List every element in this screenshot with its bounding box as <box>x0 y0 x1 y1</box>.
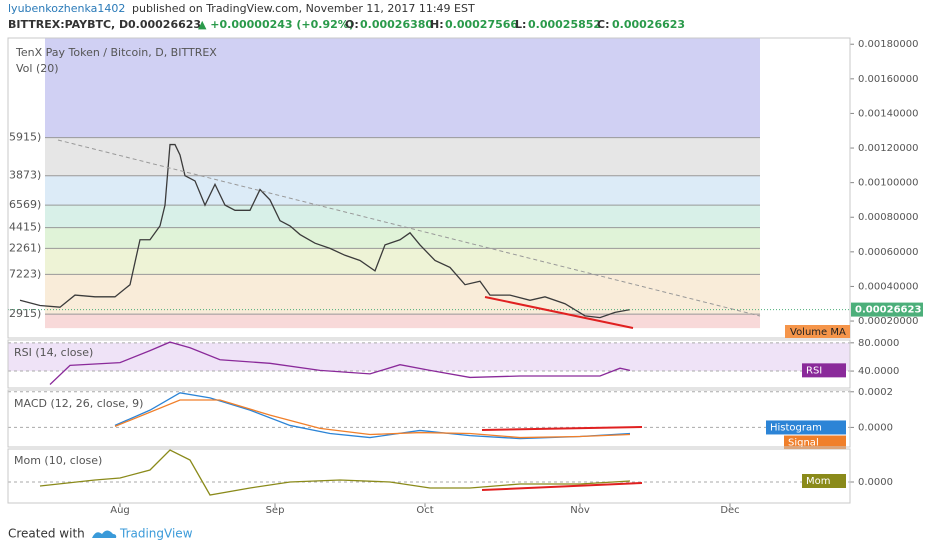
trend-line <box>481 426 643 431</box>
series-line <box>114 399 631 439</box>
fib-label: 3873) <box>9 169 41 182</box>
logo <box>92 530 117 538</box>
published: published on TradingView.com, November 1… <box>132 2 475 15</box>
fib-label: 2915) <box>9 307 41 320</box>
fib-band <box>45 248 760 275</box>
y-tick-label: 0.00160000 <box>858 74 918 85</box>
legend-badge <box>784 435 846 450</box>
y-tick-label: 0.00100000 <box>858 178 918 189</box>
high-label: H: <box>430 18 444 31</box>
main-pane-border <box>7 37 851 339</box>
series-line <box>19 143 631 319</box>
footer: Created with TradingView <box>8 527 193 541</box>
trend-line <box>481 482 643 491</box>
rsi-title: RSI (14, close) <box>14 346 93 359</box>
rsi-band <box>8 342 850 372</box>
fib-label: 6569) <box>9 198 41 211</box>
fib-band <box>45 38 760 138</box>
legend-badge <box>802 474 846 488</box>
change: ▲ +0.00000243 (+0.92%) <box>198 18 354 31</box>
y-tick-label: 0.0002 <box>858 387 893 398</box>
y-tick-label: 40.0000 <box>858 366 899 377</box>
fib-label: 5915) <box>9 131 41 144</box>
close-label: C: <box>597 18 609 31</box>
y-tick-label: 0.00080000 <box>858 212 918 223</box>
legend-entry: Mom <box>806 476 831 487</box>
legend-badge <box>802 363 846 378</box>
symbol-line: BITTREX:PAYBTC, D 0.00026623 ▲ +0.000002… <box>8 18 685 31</box>
series-line <box>114 392 631 440</box>
x-tick-label: Nov <box>570 505 590 516</box>
low: 0.00025852 <box>528 18 601 31</box>
fib-band <box>45 274 760 315</box>
fib-label: 7223) <box>9 267 41 280</box>
plots: 5915) 3873) 6569) 4415) 2261) 7223) 2915) 0.000… <box>8 38 923 516</box>
fib-band <box>45 175 760 206</box>
y-tick-label: 0.00180000 <box>858 39 918 50</box>
rsi-pane-border <box>7 339 851 389</box>
chart-title: TenX Pay Token / Bitcoin, D, BITTREX <box>15 46 217 59</box>
fib-band <box>45 137 760 176</box>
fib-label: 4415) <box>9 221 41 234</box>
frame <box>7 37 851 504</box>
y-tick-label: 0.00140000 <box>858 108 918 119</box>
legend-entry: Histogram <box>770 422 822 433</box>
author[interactable]: lyubenkozhenka1402 <box>8 2 125 15</box>
x-tick-label: Dec <box>720 505 739 516</box>
legend-entry: RSI <box>806 365 822 376</box>
created-with: Created with <box>8 527 85 541</box>
y-tick-label: 0.0000 <box>858 477 893 488</box>
fib-label: 2261) <box>9 241 41 254</box>
mom-title: Mom (10, close) <box>14 454 102 467</box>
last-price: 0.00026623 <box>855 305 921 316</box>
macd-title: MACD (12, 26, close, 9) <box>14 397 143 410</box>
price: 0.00026623 <box>128 18 201 31</box>
symbol: BITTREX:PAYBTC, D <box>8 18 128 31</box>
last-price-badge <box>851 302 923 317</box>
volume-label: Vol (20) <box>16 62 59 75</box>
x-tick-label: Aug <box>110 505 130 516</box>
fib-band <box>45 314 760 329</box>
legend-badge <box>766 420 846 435</box>
badge <box>785 325 850 338</box>
high: 0.00027566 <box>445 18 518 31</box>
y-tick-label: 0.00020000 <box>858 316 918 327</box>
fib-band <box>45 205 760 228</box>
y-tick-label: 80.0000 <box>858 338 899 349</box>
trend-line <box>484 296 634 329</box>
macd-pane-border <box>7 389 851 448</box>
open: 0.00026380 <box>360 18 433 31</box>
series-line <box>49 341 631 385</box>
x-tick-label: Sep <box>266 505 285 516</box>
open-label: O: <box>345 18 359 31</box>
legend-entry: Signal <box>788 438 819 449</box>
y-tick-label: 0.00040000 <box>858 281 918 292</box>
close: 0.00026623 <box>612 18 685 31</box>
y-tick-label: 0.00120000 <box>858 143 918 154</box>
y-tick-label: 0.0000 <box>858 422 893 433</box>
y-tick-label: 0.00060000 <box>858 247 918 258</box>
trend-line <box>57 139 761 317</box>
low-label: L: <box>515 18 526 31</box>
series-line <box>39 449 631 496</box>
brand[interactable]: TradingView <box>119 527 193 541</box>
x-tick-label: Oct <box>416 505 433 516</box>
volume-ma-label: Volume MA <box>790 327 846 338</box>
mom-pane-border <box>7 448 851 504</box>
